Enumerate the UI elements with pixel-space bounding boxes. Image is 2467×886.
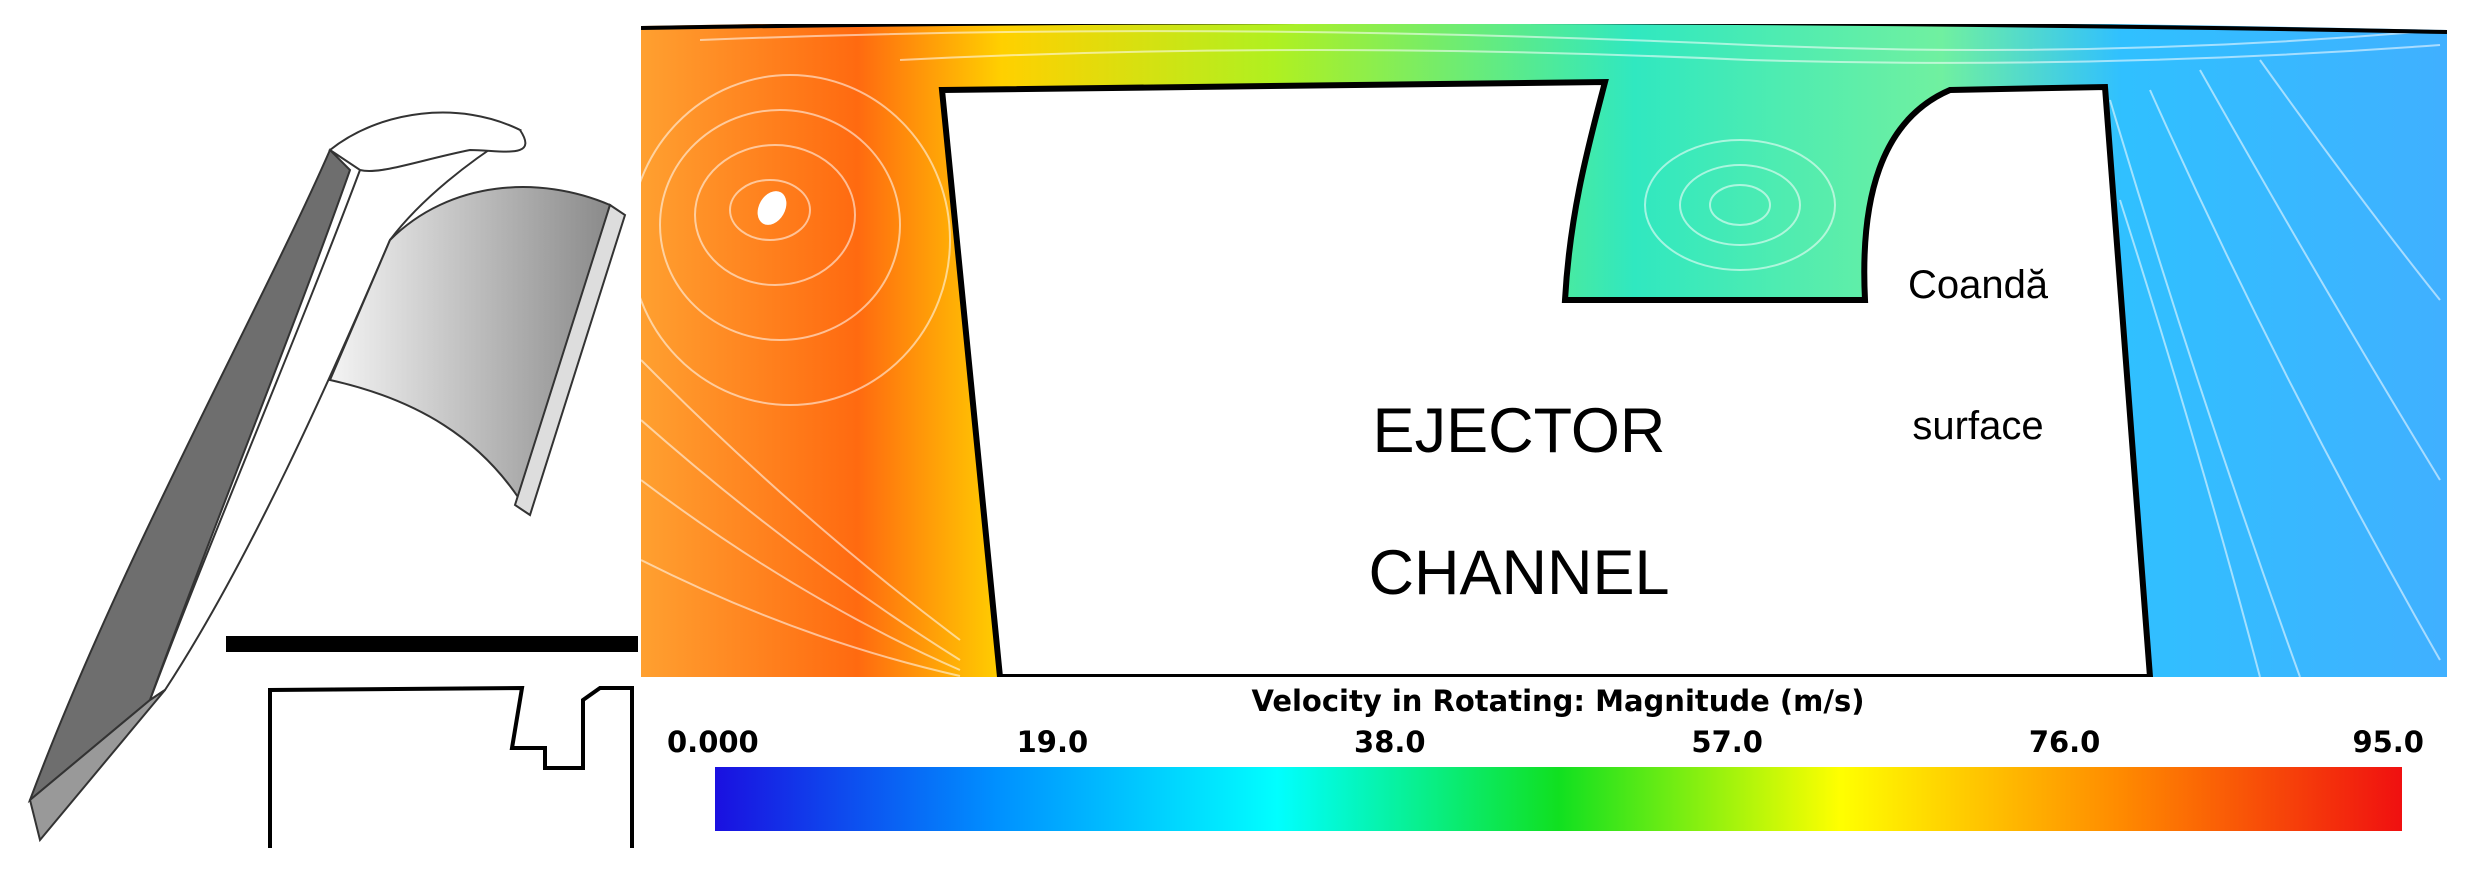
channel-outline xyxy=(268,685,634,848)
colorbar-tick-label: 19.0 xyxy=(1017,725,1089,759)
streamline-panel xyxy=(641,24,2447,677)
colorbar xyxy=(715,767,2402,831)
colorbar-tick-label: 0.000 xyxy=(667,725,759,759)
coanda-label: Coandă xyxy=(1908,263,2049,307)
channel-label: CHANNEL xyxy=(1368,538,1669,608)
colorbar-tick-label: 95.0 xyxy=(2352,725,2424,759)
plate xyxy=(226,636,638,652)
ejector-label: EJECTOR xyxy=(1373,396,1666,466)
colorbar-tick-label: 76.0 xyxy=(2029,725,2101,759)
surface-label: surface xyxy=(1912,404,2043,448)
colorbar-tick-label: 38.0 xyxy=(1354,725,1426,759)
colorbar-title: Velocity in Rotating: Magnitude (m/s) xyxy=(1251,684,1864,718)
colorbar-tick-label: 57.0 xyxy=(1691,725,1763,759)
blade-3d xyxy=(27,111,627,843)
